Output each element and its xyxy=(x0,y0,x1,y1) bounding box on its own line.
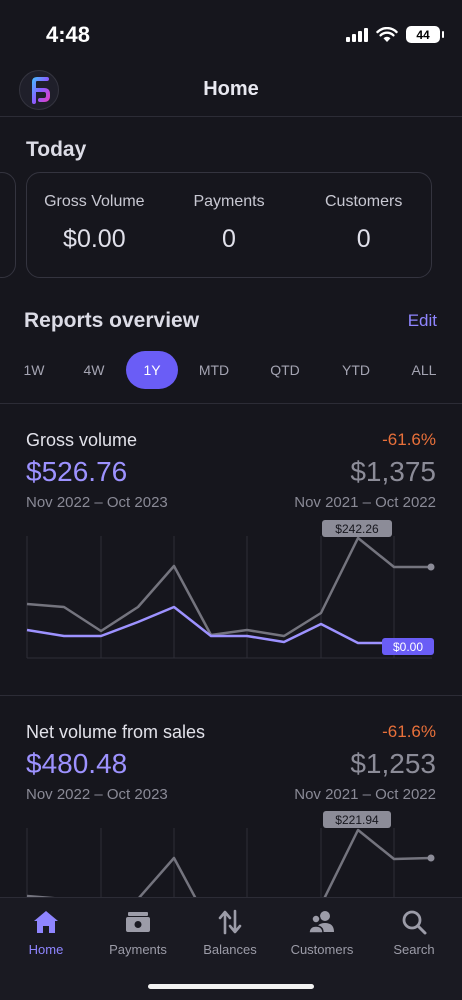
metric-change: -61.6% xyxy=(382,722,436,741)
previous-period-endpoint xyxy=(427,563,435,571)
tab-balances[interactable]: Balances xyxy=(184,906,276,957)
current-period-line xyxy=(26,605,394,645)
divider xyxy=(0,695,462,696)
period-tab-mtd[interactable]: MTD xyxy=(198,362,230,378)
previous-callout-label: $242.26 xyxy=(335,522,379,536)
tab-search[interactable]: Search xyxy=(368,906,460,957)
metric-name: Gross volume xyxy=(26,430,138,450)
status-icons: 44 xyxy=(346,26,444,43)
previous-callout-badge xyxy=(323,811,391,828)
reports-overview-title: Reports overview xyxy=(24,309,200,332)
metric-previous-value: $1,253 xyxy=(350,748,436,779)
current-callout-label: $0.00 xyxy=(393,640,423,654)
cellular-signal-icon xyxy=(346,27,368,42)
page-title: Home xyxy=(203,78,259,100)
tab-payments[interactable]: Payments xyxy=(92,906,184,957)
tab-label: Payments xyxy=(109,942,167,957)
net-volume-chart: $221.94 xyxy=(26,811,435,897)
today-stat-payments: Payments 0 xyxy=(162,173,297,277)
edit-button[interactable]: Edit xyxy=(407,311,437,330)
period-tab-4w[interactable]: 4W xyxy=(83,362,105,378)
status-bar: 4:48 44 xyxy=(0,0,462,60)
tab-label: Search xyxy=(393,942,435,957)
wifi-icon xyxy=(376,26,398,42)
wallet-icon xyxy=(92,906,184,938)
nav-header: Home xyxy=(0,62,462,117)
battery-icon: 44 xyxy=(406,26,444,43)
tab-label: Balances xyxy=(203,942,257,957)
previous-callout-badge xyxy=(322,520,392,537)
metric-previous-range: Nov 2021 – Oct 2022 xyxy=(294,494,436,511)
period-tab-1w[interactable]: 1W xyxy=(23,362,45,378)
metric-current-range: Nov 2022 – Oct 2023 xyxy=(26,786,168,803)
today-stats-card[interactable]: Gross Volume $0.00 Payments 0 Customers … xyxy=(26,172,432,278)
stat-value: 0 xyxy=(356,225,371,253)
stat-value: $0.00 xyxy=(63,225,126,253)
gross-volume-chart: $242.26 $0.00 xyxy=(26,520,435,659)
divider xyxy=(0,403,462,404)
metric-name: Net volume from sales xyxy=(26,722,206,742)
transfer-arrows-icon xyxy=(184,906,276,938)
app-logo-icon[interactable] xyxy=(19,70,59,110)
period-tab-qtd[interactable]: QTD xyxy=(270,362,300,378)
period-tab-ytd[interactable]: YTD xyxy=(342,362,370,378)
previous-callout-label: $221.94 xyxy=(335,813,379,827)
metric-current-range: Nov 2022 – Oct 2023 xyxy=(26,494,168,511)
metric-current-value: $480.48 xyxy=(26,748,128,779)
metric-previous-value: $1,375 xyxy=(350,456,436,487)
net-volume-card[interactable]: Net volume from sales -61.6% $480.48 $1,… xyxy=(0,722,462,897)
home-icon xyxy=(0,906,92,938)
previous-period-line xyxy=(26,828,432,897)
today-stat-customers: Customers 0 xyxy=(296,173,431,277)
today-title: Today xyxy=(26,138,87,161)
search-icon xyxy=(368,906,460,938)
metric-current-value: $526.76 xyxy=(26,456,128,487)
current-callout-badge xyxy=(382,638,434,655)
stat-label: Customers xyxy=(325,193,403,210)
tab-customers[interactable]: Customers xyxy=(276,906,368,957)
period-tab-all[interactable]: ALL xyxy=(411,362,437,378)
previous-period-endpoint xyxy=(427,854,435,862)
previous-card-peek[interactable] xyxy=(0,172,16,278)
stat-value: 0 xyxy=(222,225,236,253)
gross-volume-card[interactable]: Gross volume -61.6% $526.76 $1,375 Nov 2… xyxy=(0,430,462,695)
metric-previous-range: Nov 2021 – Oct 2022 xyxy=(294,786,436,803)
tab-home[interactable]: Home xyxy=(0,906,92,957)
status-time: 4:48 xyxy=(46,22,91,47)
period-tabs: 1W 4W 1Y MTD QTD YTD ALL xyxy=(0,351,462,391)
customers-icon xyxy=(276,906,368,938)
metric-change: -61.6% xyxy=(382,430,436,449)
stat-label: Gross Volume xyxy=(44,193,145,210)
today-stat-gross-volume: Gross Volume $0.00 xyxy=(27,173,162,277)
tab-label: Customers xyxy=(290,942,354,957)
stat-label: Payments xyxy=(193,193,265,210)
period-tab-1y[interactable]: 1Y xyxy=(126,351,178,389)
previous-period-line xyxy=(26,536,431,638)
bottom-tab-bar: Home Payments Balances xyxy=(0,897,462,1000)
home-indicator[interactable] xyxy=(148,984,314,989)
tab-label: Home xyxy=(28,942,64,957)
